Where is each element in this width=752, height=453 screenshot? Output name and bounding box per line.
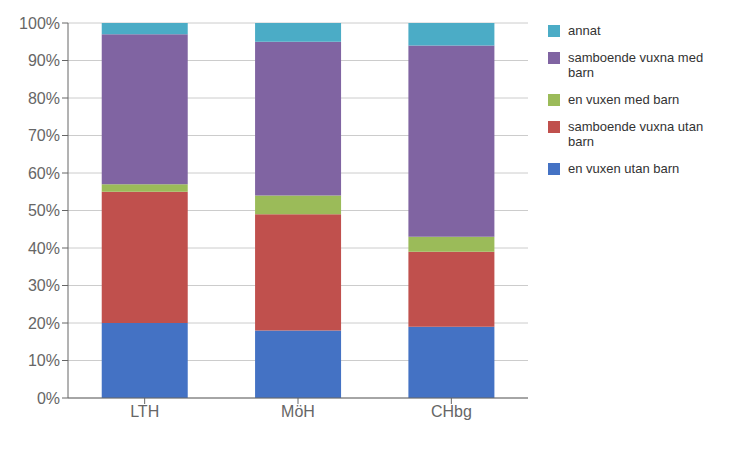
svg-text:0%: 0% bbox=[37, 390, 60, 407]
html-text:en vuxen med barn: en vuxen med barn bbox=[568, 92, 680, 107]
svg-text:70%: 70% bbox=[28, 127, 60, 144]
svg-text:20%: 20% bbox=[28, 315, 60, 332]
html-text:en vuxen utan barn: en vuxen utan barn bbox=[568, 161, 680, 176]
svg-text:MöH: MöH bbox=[281, 403, 315, 420]
html-text:barn: barn bbox=[568, 134, 594, 149]
svg-text:80%: 80% bbox=[28, 90, 60, 107]
html-text:barn: barn bbox=[568, 65, 594, 80]
svg-text:60%: 60% bbox=[28, 165, 60, 182]
svg-text:CHbg: CHbg bbox=[431, 403, 472, 420]
svg-text:100%: 100% bbox=[19, 15, 60, 32]
svg-text:30%: 30% bbox=[28, 277, 60, 294]
html-text:samboende vuxna utan: samboende vuxna utan bbox=[568, 119, 704, 134]
svg-text:90%: 90% bbox=[28, 52, 60, 69]
svg-text:LTH: LTH bbox=[130, 403, 159, 420]
html-text:annat: annat bbox=[568, 23, 601, 38]
svg-text:10%: 10% bbox=[28, 352, 60, 369]
svg-text:50%: 50% bbox=[28, 202, 60, 219]
svg-text:40%: 40% bbox=[28, 240, 60, 257]
html-text:samboende vuxna med: samboende vuxna med bbox=[568, 50, 704, 65]
